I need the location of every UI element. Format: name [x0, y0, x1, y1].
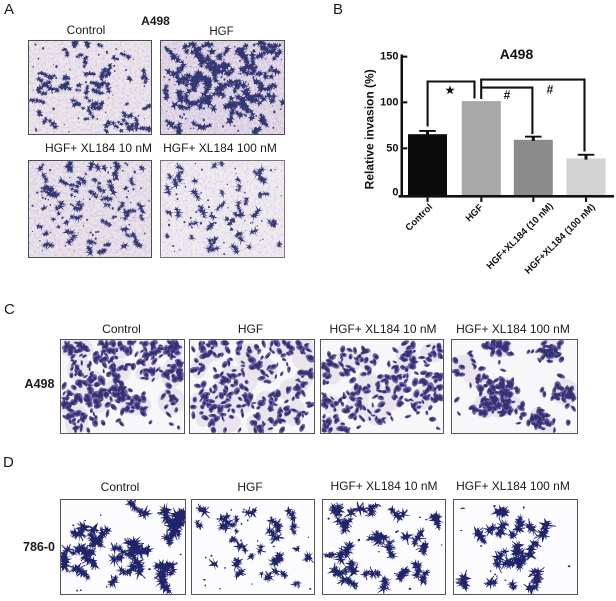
- svg-text:Relative invasion (%): Relative invasion (%): [363, 69, 377, 189]
- svg-text:100: 100: [380, 96, 398, 108]
- svg-text:Control: Control: [403, 202, 435, 234]
- svg-text:50: 50: [386, 142, 398, 154]
- svg-text:#: #: [504, 88, 511, 102]
- svg-text:A498: A498: [500, 46, 534, 62]
- svg-text:#: #: [547, 83, 554, 97]
- svg-text:0: 0: [392, 187, 398, 199]
- svg-text:150: 150: [380, 51, 398, 63]
- svg-text:HGF+XL184 (100 nM): HGF+XL184 (100 nM): [523, 202, 598, 277]
- svg-text:HGF: HGF: [464, 202, 486, 224]
